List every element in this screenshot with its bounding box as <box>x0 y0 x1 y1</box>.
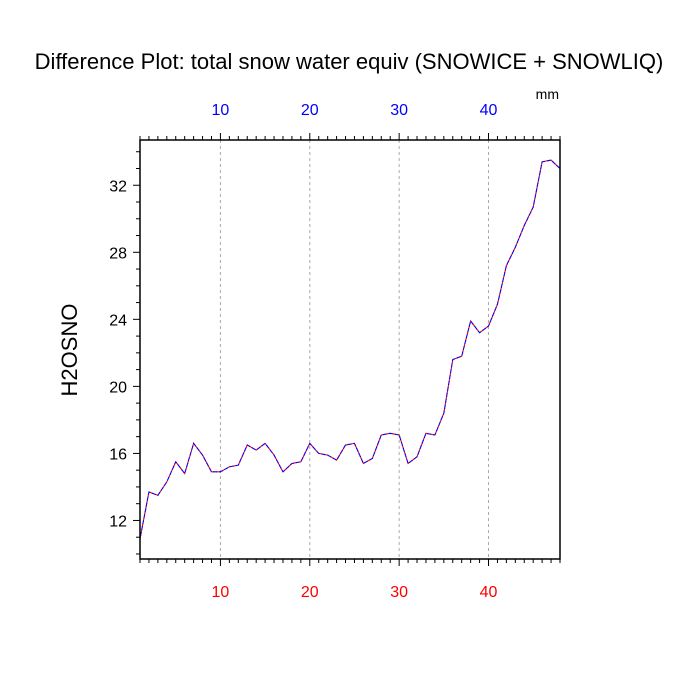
series-line-blue <box>139 159 561 539</box>
plot-frame <box>139 139 561 560</box>
x-tick-label-top: 40 <box>480 102 498 119</box>
x-tick-label-bottom: 30 <box>390 584 408 601</box>
y-tick-label: 32 <box>109 178 127 195</box>
series-line-red <box>139 159 561 539</box>
y-tick-label: 28 <box>109 245 127 262</box>
series-layer <box>139 159 561 539</box>
axis-ticks <box>133 133 561 566</box>
chart-title: Difference Plot: total snow water equiv … <box>35 49 664 74</box>
x-tick-label-bottom: 10 <box>212 584 230 601</box>
y-axis-label: H2OSNO <box>57 304 82 397</box>
y-tick-label: 12 <box>109 513 127 530</box>
x-tick-label-top: 30 <box>390 102 408 119</box>
tick-labels: 10 10 20 20 30 30 40 40 12 16 20 24 28 32 <box>109 102 497 601</box>
grid-lines <box>219 140 490 559</box>
x-tick-label-bottom: 20 <box>301 584 319 601</box>
y-tick-label: 16 <box>109 446 127 463</box>
x-tick-label-top: 20 <box>301 102 319 119</box>
x-tick-label-top: 10 <box>212 102 230 119</box>
y-tick-label: 24 <box>109 312 127 329</box>
y-tick-label: 20 <box>109 379 127 396</box>
x-tick-label-bottom: 40 <box>480 584 498 601</box>
units-label: mm <box>536 86 559 102</box>
